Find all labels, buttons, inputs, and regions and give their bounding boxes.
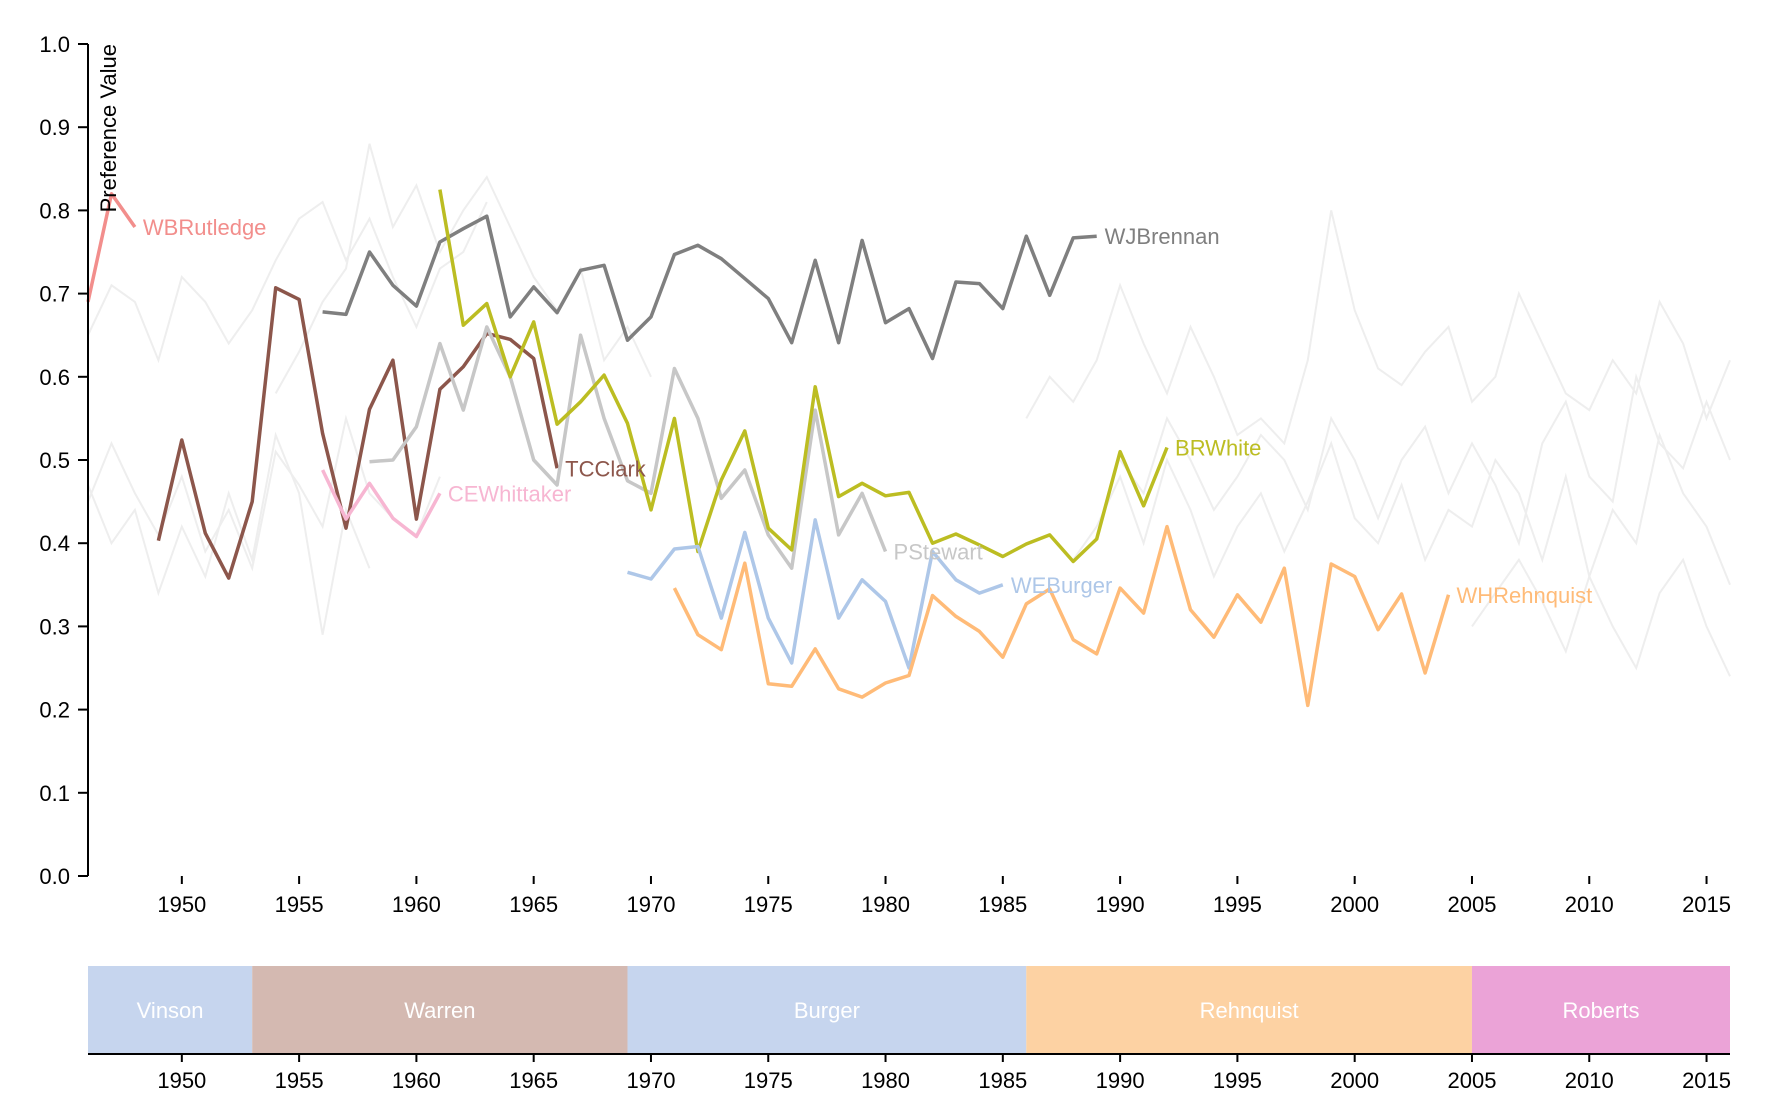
x-tick-label: 1985 [978, 892, 1027, 917]
background-series-line-1 [87, 200, 488, 364]
background-series-line-8 [1471, 557, 1731, 677]
background-series-line-2 [87, 414, 441, 572]
background-series-line-7 [1119, 372, 1731, 547]
era-band-vinson [88, 966, 253, 1054]
era-label-warren: Warren [404, 998, 475, 1023]
era-timeline: Vinson Warren Burger Rehnquist Roberts [88, 966, 1730, 1054]
series-line-cewhittaker [321, 469, 442, 539]
series-label-cewhittaker: CEWhittaker [448, 481, 571, 506]
series-line-wjbrennan [322, 214, 1097, 361]
era-axis-tick-label: 2015 [1682, 1068, 1731, 1093]
era-band-rehnquist [1026, 966, 1472, 1054]
x-tick-label: 1995 [1213, 892, 1262, 917]
series-label-whrehnquist: WHRehnquist [1457, 583, 1593, 608]
x-tick-label: 2015 [1682, 892, 1731, 917]
x-tick-label: 1990 [1096, 892, 1145, 917]
background-series-layer [87, 143, 1731, 677]
y-tick-label: 0.1 [39, 781, 70, 806]
series-label-brwhite: BRWhite [1175, 436, 1261, 461]
series-layer [86, 189, 1451, 708]
series-label-pstewart: PStewart [894, 540, 983, 565]
y-tick-label: 0.8 [39, 198, 70, 223]
x-tick-label: 1955 [275, 892, 324, 917]
era-axis-tick-label: 1970 [626, 1068, 675, 1093]
y-tick-label: 0.9 [39, 115, 70, 140]
series-line-brwhite [438, 189, 1169, 564]
background-series-line-3 [87, 431, 371, 635]
series-label-tcclark: TCClark [565, 456, 647, 481]
era-axis-tick-label: 2000 [1330, 1068, 1379, 1093]
era-label-vinson: Vinson [137, 998, 204, 1023]
y-tick-label: 0.7 [39, 282, 70, 307]
series-label-wjbrennan: WJBrennan [1105, 224, 1220, 249]
era-axis-tick-label: 1995 [1213, 1068, 1262, 1093]
era-axis: 1950 1955 1960 1965 1970 1975 1980 1985 1990 1995… [88, 1053, 1731, 1093]
background-series-line-6 [1072, 431, 1731, 586]
y-tick-label: 0.5 [39, 448, 70, 473]
x-tick-label: 1970 [626, 892, 675, 917]
series-line-whrehnquist [672, 524, 1451, 708]
era-axis-tick-label: 1960 [392, 1068, 441, 1093]
series-line-weburger [627, 518, 1004, 670]
background-series-line-5 [1025, 210, 1731, 446]
era-axis-tick-label: 1975 [744, 1068, 793, 1093]
x-tick-label: 2000 [1330, 892, 1379, 917]
series-line-wbrutledge [86, 192, 137, 303]
era-axis-tick-label: 1950 [157, 1068, 206, 1093]
y-axis-title: Preference Value [96, 44, 121, 212]
era-axis-tick-label: 1980 [861, 1068, 910, 1093]
x-tick-label: 1950 [157, 892, 206, 917]
y-tick-label: 0.2 [39, 698, 70, 723]
era-label-rehnquist: Rehnquist [1200, 998, 1299, 1023]
background-series-line-4 [274, 143, 652, 394]
era-axis-tick-label: 1965 [509, 1068, 558, 1093]
x-tick-label: 1960 [392, 892, 441, 917]
era-axis-tick-label: 1990 [1096, 1068, 1145, 1093]
x-tick-label: 1975 [744, 892, 793, 917]
y-axis: 0.0 0.1 0.2 0.3 0.4 0.5 0.6 0.7 0.8 0.9 1.0 [39, 32, 89, 889]
era-axis-tick-label: 2005 [1447, 1068, 1496, 1093]
y-tick-label: 0.0 [39, 864, 70, 889]
y-tick-label: 1.0 [39, 32, 70, 57]
x-tick-label: 2010 [1565, 892, 1614, 917]
series-label-wbrutledge: WBRutledge [143, 215, 267, 240]
era-band-burger [627, 966, 1027, 1054]
era-band-warren [252, 966, 628, 1054]
y-tick-label: 0.3 [39, 614, 70, 639]
series-label-weburger: WEBurger [1011, 573, 1112, 598]
x-axis: 1950 1955 1960 1965 1970 1975 1980 1985 1990 1995… [157, 876, 1731, 917]
x-tick-label: 1965 [509, 892, 558, 917]
era-axis-tick-label: 1985 [978, 1068, 1027, 1093]
era-label-roberts: Roberts [1562, 998, 1639, 1023]
x-tick-label: 2005 [1447, 892, 1496, 917]
era-label-burger: Burger [794, 998, 860, 1023]
series-line-pstewart [369, 325, 888, 570]
y-tick-label: 0.4 [39, 531, 70, 556]
x-tick-label: 1980 [861, 892, 910, 917]
era-band-roberts [1471, 966, 1730, 1054]
y-tick-label: 0.6 [39, 365, 70, 390]
era-axis-tick-label: 1955 [275, 1068, 324, 1093]
era-axis-tick-label: 2010 [1565, 1068, 1614, 1093]
